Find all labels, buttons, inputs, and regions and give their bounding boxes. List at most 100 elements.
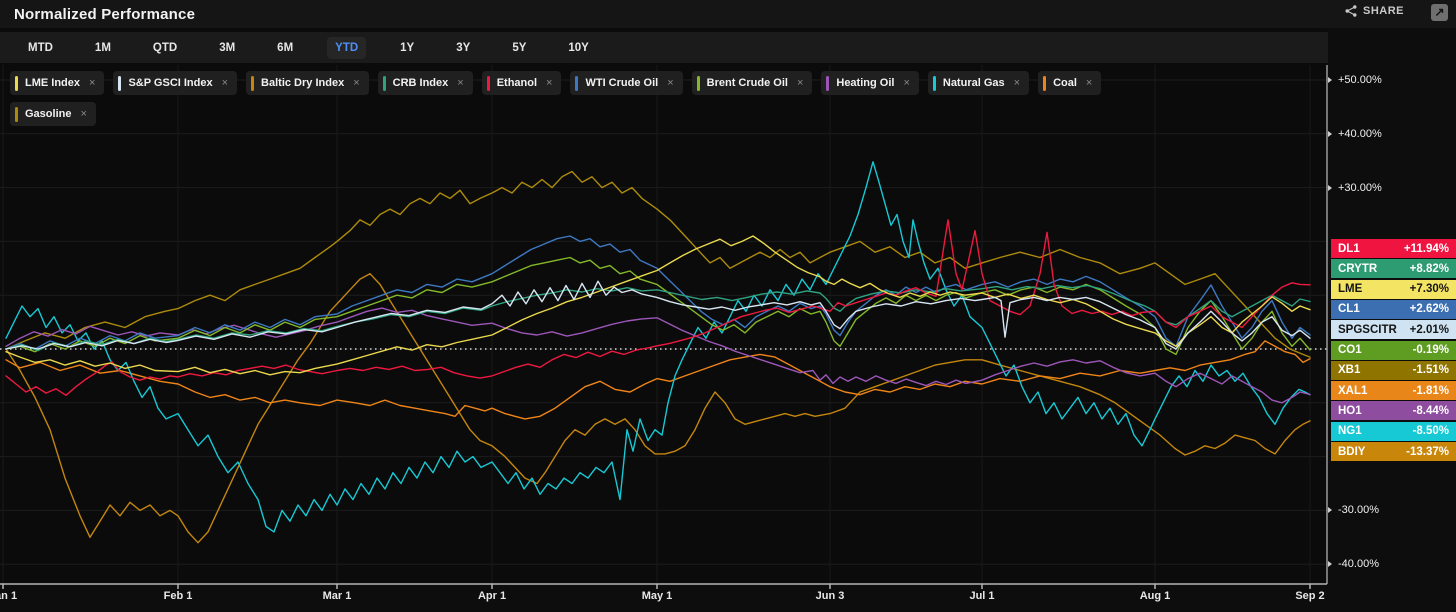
series-color-bar <box>486 75 490 91</box>
tab-ytd[interactable]: YTD <box>327 36 367 59</box>
legend-chip-label: WTI Crude Oil <box>585 77 659 89</box>
chip-row: Gasoline × <box>10 102 1150 126</box>
legend-chip-bdiy[interactable]: Baltic Dry Index × <box>246 71 369 95</box>
close-icon[interactable]: × <box>1013 77 1021 89</box>
tab-1y[interactable]: 1Y <box>400 41 415 54</box>
series-color-bar <box>696 75 700 91</box>
ticker-badge-bdiy[interactable]: BDIY -13.37% <box>1331 442 1456 461</box>
series-line-CRYTR[interactable] <box>5 284 1311 352</box>
series-line-XAL1[interactable] <box>5 340 1311 420</box>
series-line-CO1[interactable] <box>5 256 1311 356</box>
series-color-bar <box>251 75 255 91</box>
legend-chip-dl1[interactable]: Ethanol × <box>481 71 562 95</box>
close-icon[interactable]: × <box>667 77 674 89</box>
badge-value: -1.51% <box>1412 364 1449 377</box>
badge-ticker: CL1 <box>1338 303 1360 316</box>
x-axis-label: May 1 <box>641 590 673 602</box>
legend-chip-label: Natural Gas <box>942 77 1005 89</box>
ticker-badge-ng1[interactable]: NG1 -8.50% <box>1331 421 1456 441</box>
series-color-bar <box>575 75 579 91</box>
badge-ticker: SPGSCITR <box>1338 323 1397 336</box>
tab-mtd[interactable]: MTD <box>28 41 53 54</box>
legend-chip-spgscitr[interactable]: S&P GSCI Index × <box>113 71 238 95</box>
tab-1m[interactable]: 1M <box>94 41 111 54</box>
tab-qtd[interactable]: QTD <box>152 41 178 54</box>
series-color-bar <box>15 106 18 122</box>
badge-ticker: LME <box>1338 283 1363 296</box>
header-bar: Normalized Performance <box>0 0 1456 28</box>
close-icon[interactable]: × <box>796 77 804 89</box>
legend-chip-xal1[interactable]: Coal × <box>1038 71 1102 95</box>
series-line-LME[interactable] <box>5 235 1311 376</box>
badge-value: +11.94% <box>1403 242 1449 255</box>
badge-ticker: CRYTR <box>1338 262 1378 275</box>
close-icon[interactable]: × <box>353 77 360 89</box>
series-line-CL1[interactable] <box>5 235 1311 350</box>
legend-chip-label: Gasoline <box>25 108 72 120</box>
close-icon[interactable]: × <box>457 77 464 89</box>
close-icon[interactable]: × <box>903 77 910 89</box>
series-line-NG1[interactable] <box>5 161 1311 533</box>
legend-chip-co1[interactable]: Brent Crude Oil × <box>691 71 813 95</box>
x-axis-label: Aug 1 <box>1139 590 1171 602</box>
external-link-icon[interactable]: ↗ <box>1431 4 1448 21</box>
legend-chip-crytr[interactable]: CRB Index × <box>377 71 473 95</box>
ticker-badge-xal1[interactable]: XAL1 -1.81% <box>1331 381 1456 401</box>
badge-value: -8.44% <box>1412 404 1449 417</box>
legend-chip-cl1[interactable]: WTI Crude Oil × <box>570 71 683 95</box>
tab-3m[interactable]: 3M <box>219 41 236 54</box>
legend-chip-label: LME Index <box>25 77 81 89</box>
close-icon[interactable]: × <box>221 77 229 89</box>
legend-chips: LME Index × S&P GSCI Index × Baltic Dry Inde… <box>10 71 1150 133</box>
legend-chip-ng1[interactable]: Natural Gas × <box>927 71 1030 95</box>
legend-chip-label: Coal <box>1053 77 1077 89</box>
ticker-badge-ho1[interactable]: HO1 -8.44% <box>1331 401 1456 421</box>
tab-5y[interactable]: 5Y <box>512 41 527 54</box>
series-line-HO1[interactable] <box>5 307 1311 404</box>
y-axis-label: +40.00% <box>1338 127 1382 140</box>
ticker-badge-crytr[interactable]: CRYTR +8.82% <box>1331 259 1456 279</box>
ticker-badge-cl1[interactable]: CL1 +2.62% <box>1331 299 1456 319</box>
legend-chip-label: CRB Index <box>392 77 449 89</box>
badge-ticker: BDIY <box>1338 445 1366 458</box>
share-label: SHARE <box>1362 5 1404 17</box>
series-line-XB1[interactable] <box>5 170 1311 358</box>
badge-value: -13.37% <box>1406 445 1449 458</box>
badge-value: -8.50% <box>1412 425 1449 438</box>
close-icon[interactable]: × <box>80 108 87 120</box>
series-line-SPGSCITR[interactable] <box>5 280 1311 350</box>
x-axis-label: Jul 1 <box>969 590 995 602</box>
legend-chip-ho1[interactable]: Heating Oil × <box>821 71 919 95</box>
ticker-badge-co1[interactable]: CO1 -0.19% <box>1331 340 1456 360</box>
badge-value: -0.19% <box>1412 344 1449 356</box>
legend-chip-label: Brent Crude Oil <box>706 77 788 89</box>
badge-value: -1.81% <box>1412 384 1449 397</box>
close-icon[interactable]: × <box>89 77 96 89</box>
ticker-badge-spgscitr[interactable]: SPGSCITR +2.01% <box>1331 320 1456 340</box>
legend-chip-label: S&P GSCI Index <box>128 77 213 89</box>
close-icon[interactable]: × <box>546 77 553 89</box>
legend-chip-xb1[interactable]: Gasoline × <box>10 102 96 126</box>
tab-3y[interactable]: 3Y <box>456 41 471 54</box>
ticker-badge-lme[interactable]: LME +7.30% <box>1331 279 1456 299</box>
series-line-DL1[interactable] <box>5 219 1311 396</box>
series-line-BDIY[interactable] <box>5 273 1311 544</box>
ticker-badge-xb1[interactable]: XB1 -1.51% <box>1331 360 1456 380</box>
share-button[interactable]: SHARE <box>1345 5 1404 17</box>
legend-chip-lme[interactable]: LME Index × <box>10 71 105 95</box>
badge-value: +2.62% <box>1409 303 1449 316</box>
y-axis-tick <box>1328 561 1332 568</box>
badge-ticker: CO1 <box>1338 344 1362 356</box>
y-axis-label: +50.00% <box>1338 74 1382 86</box>
badge-ticker: XB1 <box>1338 364 1361 377</box>
y-axis-tick <box>1328 130 1332 137</box>
close-icon[interactable]: × <box>1085 77 1093 89</box>
ticker-badge-dl1[interactable]: DL1 +11.94% <box>1331 239 1456 258</box>
x-axis-label: Sep 2 <box>1295 590 1325 602</box>
period-tabbar: MTD 1M QTD 3M 6M YTD 1Y 3Y 5Y 10Y <box>0 32 1456 63</box>
tab-10y[interactable]: 10Y <box>568 41 589 54</box>
tab-6m[interactable]: 6M <box>277 41 294 54</box>
right-axis-panel: +50.00% +40.00% +30.00% -30.00% -40.00% DL1 +1… <box>1328 28 1456 612</box>
